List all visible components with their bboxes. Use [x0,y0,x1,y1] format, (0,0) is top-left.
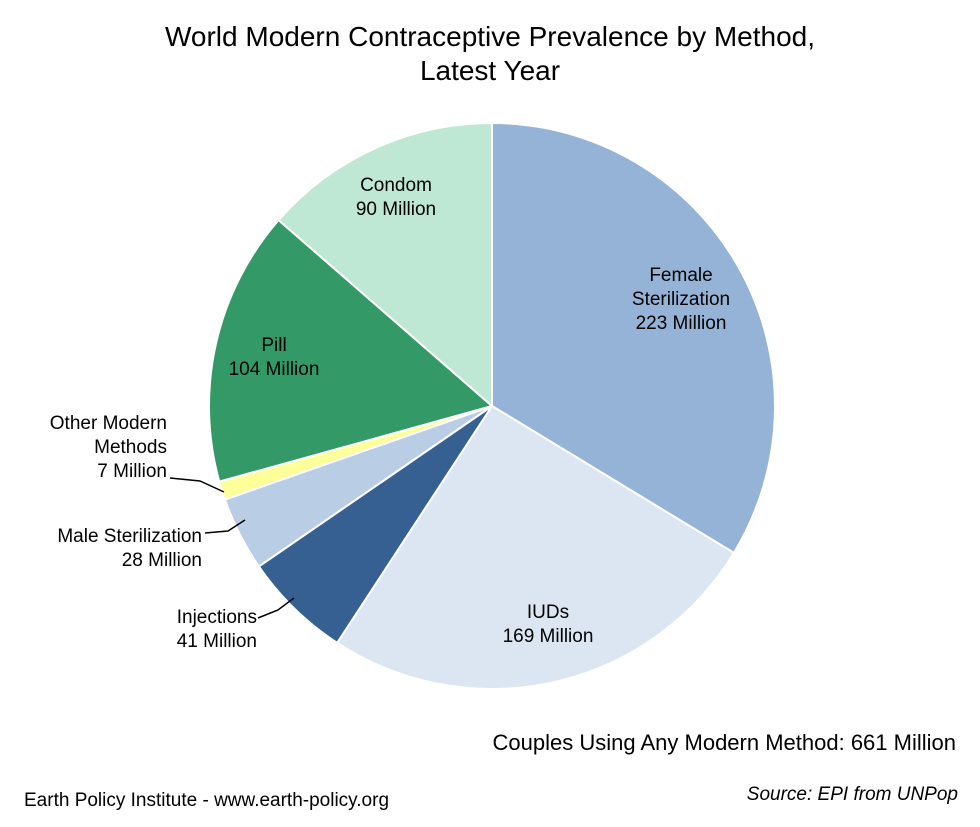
leader-line-injections [257,597,295,619]
chart-title-block: World Modern Contraceptive Prevalence by… [0,20,980,88]
slice-label-pill: Pill 104 Million [229,335,320,380]
source-note: Source: EPI from UNPop [746,784,958,805]
pie-slice-female-sterilization [491,121,776,555]
slice-label-iuds: IUDs 169 Million [503,602,594,647]
slice-label-injections: Injections 41 Million [177,607,257,652]
footer-credit: Earth Policy Institute - www.earth-polic… [24,790,390,811]
pie-slice-iuds [335,404,736,690]
chart-subtitle: Latest Year [419,55,561,86]
slice-label-female-sterilization: Female Sterilization 223 Million [632,265,730,334]
chart-title: World Modern Contraceptive Prevalence by… [164,21,816,52]
leader-line-male-sterilization [204,519,246,534]
slice-label-other-modern-methods: Other Modern Methods 7 Million [50,413,167,482]
total-note: Couples Using Any Modern Method: 661 Mil… [492,730,956,755]
leader-line-other-modern-methods [169,477,225,493]
slice-label-male-sterilization: Male Sterilization 28 Million [57,526,202,571]
slice-label-condom: Condom 90 Million [356,175,436,220]
pie-slice-condom [277,121,493,409]
pie-slice-pill [208,218,495,483]
